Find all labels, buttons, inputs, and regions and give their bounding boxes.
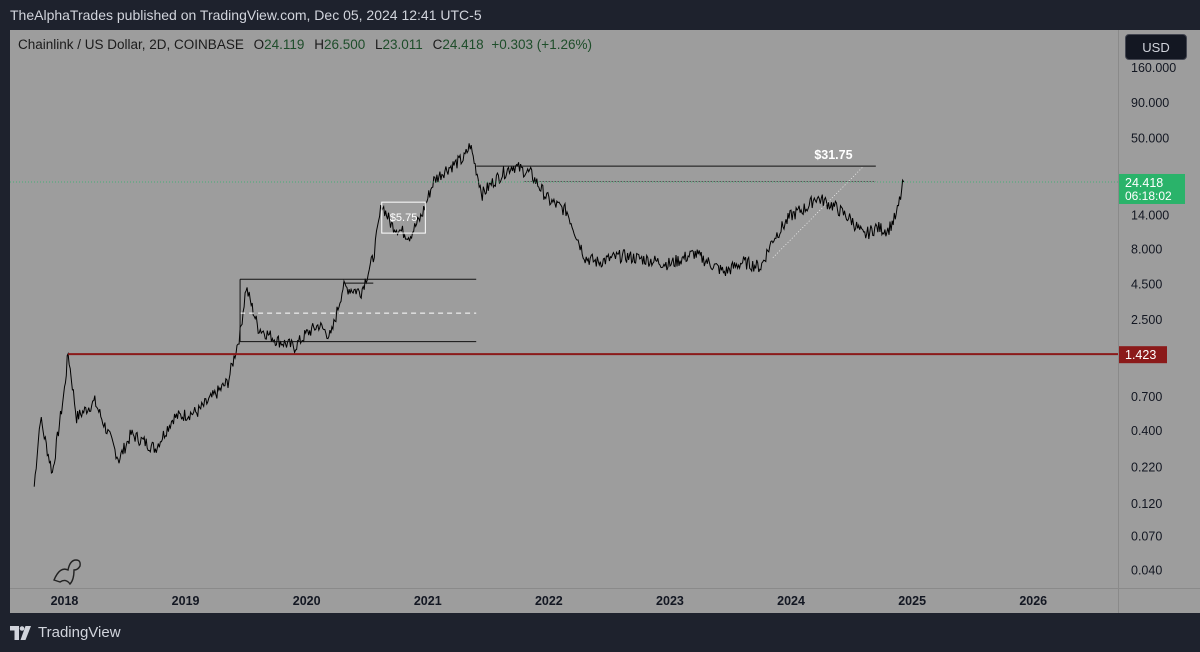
bottom-bar: TradingView: [0, 613, 1200, 652]
time-tick-1: 2019: [172, 594, 200, 608]
time-axis[interactable]: [10, 588, 1118, 614]
price-tick-11: 0.120: [1131, 497, 1162, 511]
price-tick-7: 2.500: [1131, 313, 1162, 327]
symbol-title: Chainlink / US Dollar, 2D, COINBASE: [18, 37, 244, 52]
trend-line: [772, 165, 864, 258]
open-value: 24.119: [264, 37, 305, 52]
current-price-value: 24.418: [1125, 176, 1163, 190]
price-tick-9: 0.400: [1131, 424, 1162, 438]
time-tick-5: 2023: [656, 594, 684, 608]
price-tick-2: 90.000: [1131, 96, 1169, 110]
current-price-badge: [1119, 173, 1185, 204]
top-bar: TheAlphaTrades published on TradingView.…: [0, 0, 1200, 30]
time-tick-8: 2026: [1019, 594, 1047, 608]
price-tick-5: 8.000: [1131, 243, 1162, 257]
high-label: H: [314, 37, 324, 52]
time-tick-6: 2024: [777, 594, 805, 608]
dinosaur-icon: [53, 559, 81, 586]
open-label: O: [253, 37, 265, 52]
low-value: 23.011: [382, 37, 423, 52]
time-tick-4: 2022: [535, 594, 563, 608]
support-price-badge: [1119, 346, 1167, 364]
time-tick-0: 2018: [51, 594, 79, 608]
tradingview-logo-icon: [10, 625, 31, 640]
resistance-label: $31.75: [814, 148, 852, 162]
price-tick-13: 0.040: [1131, 564, 1162, 578]
price-tick-12: 0.070: [1131, 530, 1162, 544]
inner-box-label: $5.75: [390, 212, 418, 224]
currency-button[interactable]: USD: [1125, 34, 1187, 60]
close-label: C: [432, 37, 443, 52]
price-series-line: [33, 143, 905, 487]
price-tick-8: 0.700: [1131, 390, 1162, 404]
change-value: +0.303 (+1.26%): [491, 37, 592, 52]
high-value: 26.500: [323, 37, 366, 52]
price-axis[interactable]: [1118, 30, 1200, 588]
brand-name: TradingView: [38, 624, 121, 641]
time-tick-3: 2021: [414, 594, 442, 608]
price-tick-6: 4.500: [1131, 277, 1162, 291]
publisher-line: TheAlphaTrades published on TradingView.…: [10, 7, 482, 23]
consolidation-box: [381, 201, 426, 234]
symbol-legend: Chainlink / US Dollar, 2D, COINBASE O24.…: [18, 37, 592, 52]
current-price-countdown: 06:18:02: [1125, 189, 1172, 203]
time-tick-2: 2020: [293, 594, 321, 608]
low-label: L: [375, 37, 383, 52]
support-price-value: 1.423: [1125, 348, 1156, 362]
price-tick-3: 50.000: [1131, 132, 1169, 146]
tradingview-brand[interactable]: TradingView: [10, 624, 121, 641]
axis-corner: [1118, 588, 1200, 614]
price-tick-1: 160.000: [1131, 61, 1176, 75]
price-tick-10: 0.220: [1131, 460, 1162, 474]
time-tick-7: 2025: [898, 594, 926, 608]
close-value: 24.418: [442, 37, 484, 52]
price-tick-4: 14.000: [1131, 209, 1169, 223]
chart-pane[interactable]: [10, 30, 1118, 588]
